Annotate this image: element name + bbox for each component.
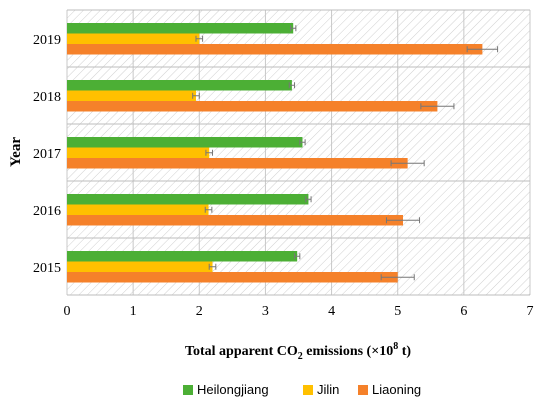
y-axis-label: Year xyxy=(8,137,24,167)
y-tick-2018: 2018 xyxy=(33,90,61,105)
legend: Heilongjiang Jilin Liaoning xyxy=(183,382,421,397)
x-axis-label-sub: 2 xyxy=(298,351,303,362)
x-tick-0: 0 xyxy=(64,304,71,319)
bar-heilongjiang-2019 xyxy=(67,23,294,34)
legend-swatch-jilin xyxy=(303,385,313,395)
x-axis-label-mid: emissions (×10 xyxy=(303,344,393,359)
x-tick-7: 7 xyxy=(527,304,534,319)
x-tick-2: 2 xyxy=(196,304,203,319)
bar-liaoning-2017 xyxy=(67,158,408,169)
y-tick-labels: 2015 2016 2017 2018 2019 xyxy=(33,33,61,276)
y-tick-2017: 2017 xyxy=(33,147,61,162)
bar-heilongjiang-2016 xyxy=(67,194,309,205)
bar-jilin-2018 xyxy=(67,90,196,101)
bar-liaoning-2015 xyxy=(67,272,398,283)
y-tick-2019: 2019 xyxy=(33,33,61,48)
bar-jilin-2015 xyxy=(67,261,213,272)
legend-label-heilongjiang: Heilongjiang xyxy=(197,382,269,397)
x-tick-4: 4 xyxy=(328,304,335,319)
error-bars xyxy=(192,25,499,281)
x-tick-3: 3 xyxy=(262,304,269,319)
bar-heilongjiang-2018 xyxy=(67,80,292,91)
y-tick-2016: 2016 xyxy=(33,204,61,219)
x-tick-5: 5 xyxy=(394,304,401,319)
legend-label-jilin: Jilin xyxy=(317,382,339,397)
bars xyxy=(67,23,483,283)
category-bands xyxy=(67,9,530,296)
bar-liaoning-2016 xyxy=(67,215,404,226)
bar-heilongjiang-2017 xyxy=(67,137,303,148)
x-tick-1: 1 xyxy=(130,304,137,319)
bar-liaoning-2019 xyxy=(67,44,483,55)
x-axis-label-pre: Total apparent CO xyxy=(185,344,298,359)
legend-label-liaoning: Liaoning xyxy=(372,382,421,397)
bar-jilin-2017 xyxy=(67,147,210,158)
bar-jilin-2019 xyxy=(67,33,200,44)
bar-liaoning-2018 xyxy=(67,101,438,112)
x-axis-label-sup: 8 xyxy=(393,341,398,352)
x-axis-label: Total apparent CO2 emissions (×108 t) xyxy=(185,341,411,362)
y-tick-2015: 2015 xyxy=(33,261,61,276)
x-tick-labels: 0 1 2 3 4 5 6 7 xyxy=(64,304,534,319)
legend-swatch-heilongjiang xyxy=(183,385,193,395)
x-tick-6: 6 xyxy=(460,304,467,319)
x-axis-label-post: t) xyxy=(398,344,411,359)
legend-swatch-liaoning xyxy=(358,385,368,395)
bar-heilongjiang-2015 xyxy=(67,251,298,262)
bar-jilin-2016 xyxy=(67,204,209,215)
